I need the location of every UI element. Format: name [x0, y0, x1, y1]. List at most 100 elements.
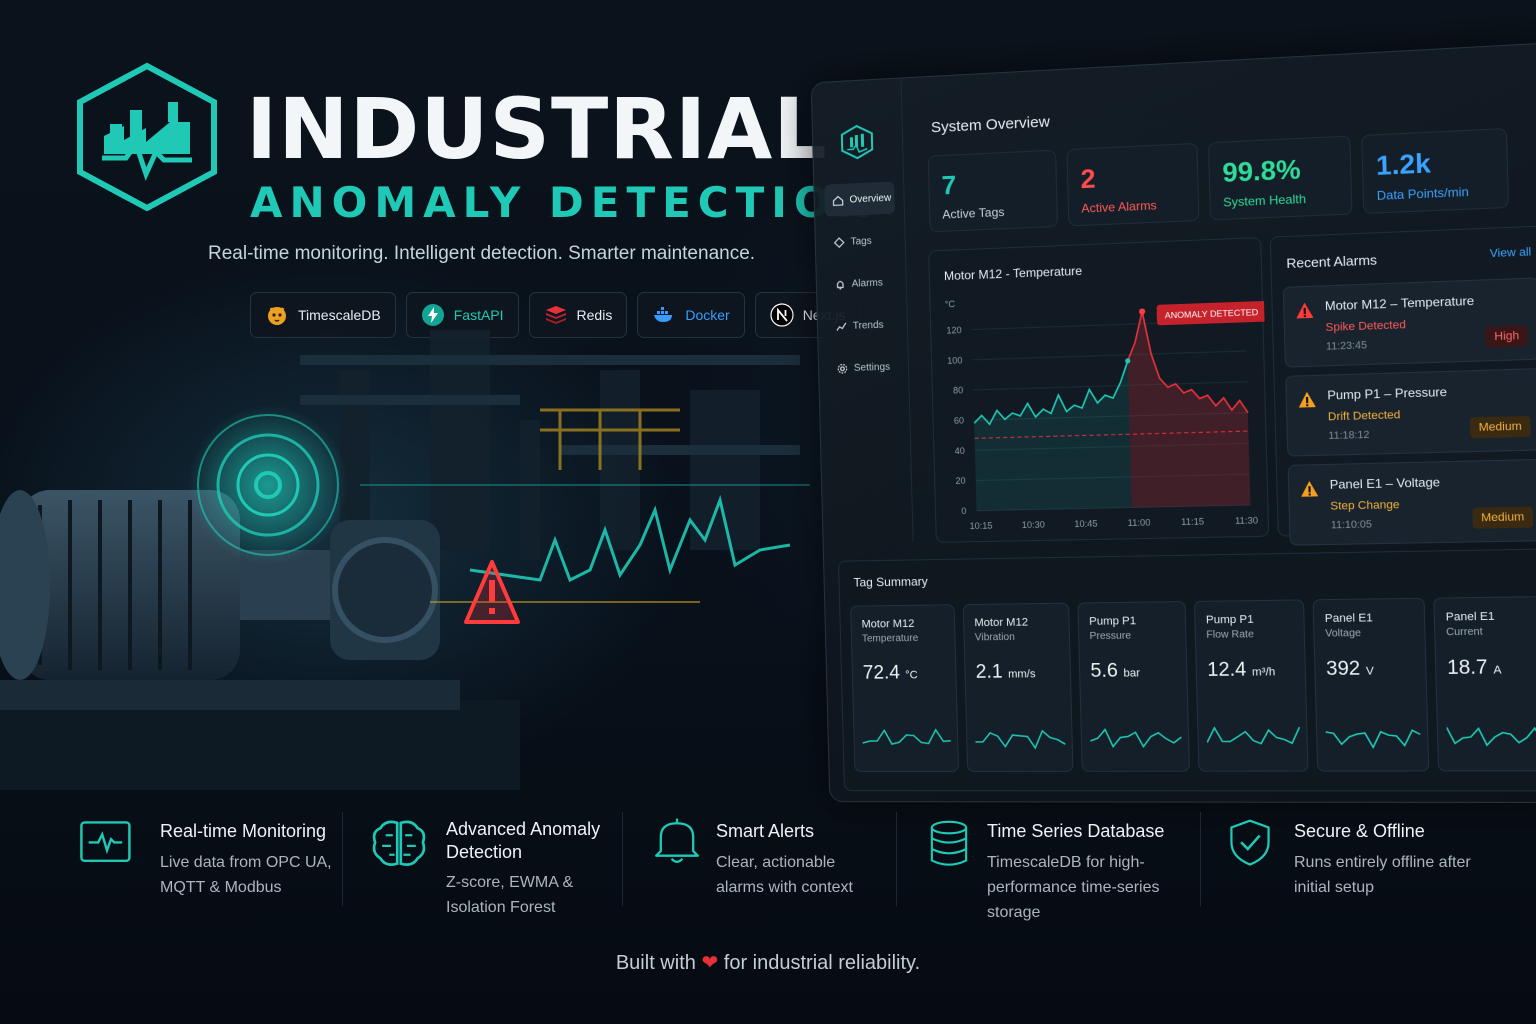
- sparkline: [1090, 721, 1182, 750]
- severity-badge: Medium: [1470, 416, 1531, 439]
- stat-card[interactable]: 7 Active Tags: [928, 150, 1058, 233]
- tag-name: Pump P1: [1206, 613, 1293, 626]
- alarm-item[interactable]: Panel E1 – Voltage Step Change 11:10:05 Med…: [1288, 459, 1536, 546]
- feature-realtime-monitoring: Real-time Monitoring Live data from OPC …: [74, 808, 344, 908]
- redis-stack-icon: [544, 303, 568, 327]
- alarm-detail: Step Change: [1330, 499, 1399, 513]
- nextjs-icon: [770, 303, 794, 327]
- badge-label: Redis: [577, 307, 613, 323]
- warning-icon: [1300, 480, 1320, 499]
- stat-card[interactable]: 99.8% System Health: [1208, 135, 1353, 220]
- tag-metric: Current: [1446, 626, 1536, 639]
- feature-title: Advanced Anomaly Detection: [446, 818, 616, 864]
- factory-logo-icon: [74, 62, 220, 212]
- tag-summary-title: Tag Summary: [853, 574, 928, 589]
- alarm-time: 11:18:12: [1328, 430, 1369, 443]
- alarm-name: Pump P1 – Pressure: [1327, 385, 1447, 403]
- alarm-item[interactable]: Pump P1 – Pressure Drift Detected 11:18:12…: [1285, 368, 1536, 457]
- alarm-time: 11:10:05: [1331, 519, 1372, 531]
- x-tick-label: 11:00: [1128, 517, 1151, 528]
- x-tick-label: 11:30: [1235, 515, 1258, 526]
- y-tick-label: 40: [955, 446, 965, 456]
- pulse-monitor-icon: [74, 820, 140, 876]
- nav-label: Settings: [854, 361, 890, 373]
- recent-alarms-title: Recent Alarms: [1286, 252, 1377, 271]
- footer-text: Built with ❤ for industrial reliability.: [0, 950, 1536, 975]
- divider: [896, 812, 897, 906]
- feature-time-series-db: Time Series Database TimescaleDB for hig…: [924, 808, 1224, 908]
- recent-alarms-card: Recent Alarms View all Motor M12 – Tempe…: [1270, 225, 1536, 536]
- gear-icon: [837, 363, 848, 374]
- tag-metric: Temperature: [862, 633, 945, 645]
- tag-metric: Voltage: [1325, 627, 1414, 639]
- y-tick-label: 80: [953, 385, 963, 395]
- tag-metric: Flow Rate: [1206, 629, 1293, 641]
- tag-name: Motor M12: [974, 616, 1058, 629]
- tag-value: 12.4 m³/h: [1207, 659, 1294, 682]
- y-tick-label: 100: [947, 355, 962, 366]
- sparkline: [975, 722, 1066, 751]
- tag-name: Panel E1: [1325, 611, 1414, 625]
- divider: [342, 812, 343, 906]
- feature-anomaly-detection: Advanced Anomaly Detection Z-score, EWMA…: [368, 808, 618, 908]
- tag-tiles: Motor M12 Temperature 72.4 °C Motor M12 Vibr…: [850, 596, 1536, 772]
- tiger-icon: [265, 303, 289, 327]
- anomaly-area: [1126, 308, 1250, 508]
- stat-cards: 7 Active Tags 2 Active Alarms 99.8% System He…: [928, 128, 1509, 232]
- severity-badge: Medium: [1472, 507, 1533, 529]
- feature-title: Real-time Monitoring: [160, 820, 326, 843]
- sparkline: [1446, 720, 1536, 750]
- view-all-link[interactable]: View all: [1490, 246, 1532, 260]
- tag-name: Pump P1: [1089, 615, 1175, 628]
- tag-unit: m³/h: [1252, 666, 1276, 679]
- bell-icon: [650, 810, 704, 872]
- nav-tags[interactable]: Tags: [825, 224, 896, 259]
- badge-label: FastAPI: [454, 307, 504, 323]
- nav-label: Overview: [849, 192, 891, 205]
- nav-label: Alarms: [852, 277, 883, 289]
- sparkline: [862, 722, 951, 751]
- stat-card[interactable]: 1.2k Data Points/min: [1361, 128, 1509, 214]
- footer-post: for industrial reliability.: [724, 952, 920, 974]
- badge-label: Docker: [685, 307, 729, 323]
- stat-card[interactable]: 2 Active Alarms: [1066, 143, 1199, 227]
- temperature-chart[interactable]: 0 20 40 60 80 100 120 10:15 10:30 10:45 11:00 11:15…: [929, 238, 1270, 544]
- tag-metric: Pressure: [1089, 630, 1175, 642]
- feature-secure-offline: Secure & Offline Runs entirely offline a…: [1224, 808, 1484, 908]
- x-tick-label: 10:30: [1022, 519, 1045, 530]
- tag-tile[interactable]: Motor M12 Temperature 72.4 °C: [850, 604, 959, 772]
- hero-title: INDUSTRIAL: [246, 80, 828, 178]
- tag-tile[interactable]: Motor M12 Vibration 2.1 mm/s: [963, 603, 1074, 772]
- factory-logo-icon: [841, 124, 874, 160]
- alarm-name: Panel E1 – Voltage: [1330, 475, 1441, 492]
- nav-trends[interactable]: Trends: [828, 308, 899, 343]
- tag-value-number: 2.1: [975, 661, 1002, 683]
- sparkline: [1325, 720, 1421, 750]
- feature-list: Real-time Monitoring Live data from OPC …: [60, 808, 1500, 918]
- footer-pre: Built with: [616, 952, 696, 974]
- alarm-item[interactable]: Motor M12 – Temperature Spike Detected 11:…: [1283, 277, 1536, 367]
- tag-tile[interactable]: Panel E1 Voltage 392 V: [1313, 598, 1430, 772]
- stat-value: 2: [1080, 159, 1185, 195]
- stat-label: System Health: [1223, 190, 1338, 209]
- tag-tile[interactable]: Panel E1 Current 18.7 A: [1433, 596, 1536, 771]
- stat-value: 99.8%: [1222, 152, 1338, 189]
- tag-summary-card: Tag Summary Motor M12 Temperature 72.4 °C M…: [838, 548, 1536, 791]
- tag-tile[interactable]: Pump P1 Pressure 5.6 bar: [1077, 601, 1190, 772]
- feature-title: Secure & Offline: [1294, 820, 1425, 843]
- database-icon: [924, 814, 974, 874]
- tag-unit: V: [1366, 665, 1374, 678]
- stat-value: 7: [941, 165, 1044, 201]
- hero-subtitle: ANOMALY DETECTION: [250, 178, 879, 227]
- nav-alarms[interactable]: Alarms: [826, 266, 897, 301]
- feature-title: Smart Alerts: [716, 820, 814, 843]
- tag-tile[interactable]: Pump P1 Flow Rate 12.4 m³/h: [1194, 599, 1309, 771]
- tag-value-number: 12.4: [1207, 659, 1247, 681]
- nav-settings[interactable]: Settings: [829, 350, 900, 384]
- feature-title: Time Series Database: [987, 820, 1164, 843]
- whale-icon: [652, 303, 676, 327]
- nav-overview[interactable]: Overview: [824, 181, 895, 216]
- tag-value: 392 V: [1326, 657, 1415, 681]
- tag-unit: °C: [905, 669, 918, 681]
- tag-value: 18.7 A: [1447, 656, 1536, 680]
